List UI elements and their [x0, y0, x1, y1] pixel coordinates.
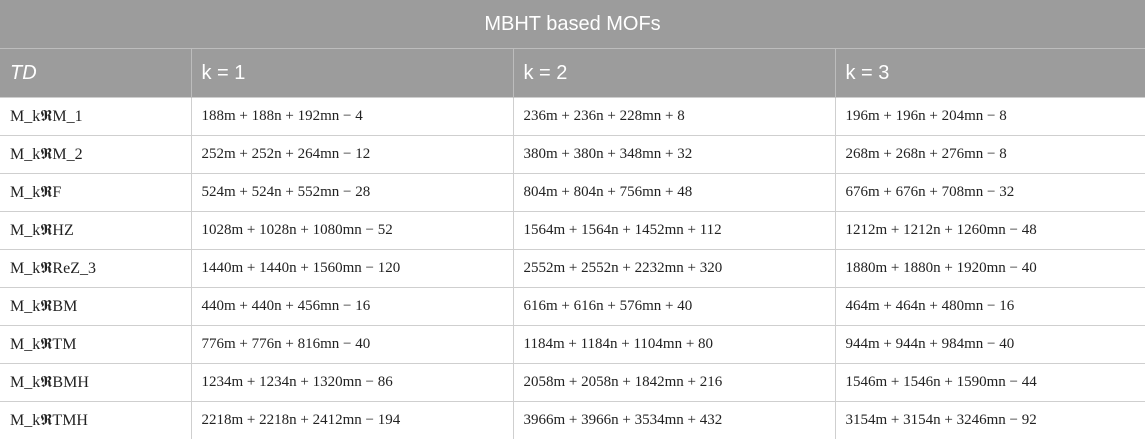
cell-k1: 524m + 524n + 552mn − 28 [190, 173, 514, 212]
cell-k2: 236m + 236n + 228mn + 8 [512, 97, 836, 136]
row-label: M_k𝕽HZ [0, 211, 192, 250]
table-title: MBHT based MOFs [0, 0, 1145, 49]
cell-k3: 676m + 676n + 708mn − 32 [834, 173, 1145, 212]
row-label: M_k𝕽M_1 [0, 97, 192, 136]
cell-k2: 1184m + 1184n + 1104mn + 80 [512, 325, 836, 364]
column-header-k1: k = 1 [190, 48, 513, 98]
column-header-td: TD [0, 48, 191, 98]
cell-k1: 1028m + 1028n + 1080mn − 52 [190, 211, 514, 250]
cell-k3: 1212m + 1212n + 1260mn − 48 [834, 211, 1145, 250]
row-label: M_k𝕽ReZ_3 [0, 249, 192, 288]
cell-k2: 2058m + 2058n + 1842mn + 216 [512, 363, 836, 402]
row-label: M_k𝕽F [0, 173, 192, 212]
cell-k3: 1546m + 1546n + 1590mn − 44 [834, 363, 1145, 402]
header-row: TD k = 1 k = 2 k = 3 [0, 48, 1145, 98]
row-label: M_k𝕽M_2 [0, 135, 192, 174]
cell-k3: 3154m + 3154n + 3246mn − 92 [834, 401, 1145, 439]
row-label: M_k𝕽BM [0, 287, 192, 326]
table-row: M_k𝕽F 524m + 524n + 552mn − 28 804m + 80… [0, 173, 1145, 212]
cell-k3: 944m + 944n + 984mn − 40 [834, 325, 1145, 364]
cell-k3: 464m + 464n + 480mn − 16 [834, 287, 1145, 326]
row-label: M_k𝕽BMH [0, 363, 192, 402]
row-label: M_k𝕽TM [0, 325, 192, 364]
column-header-k3: k = 3 [834, 48, 1145, 98]
table-row: M_k𝕽M_1 188m + 188n + 192mn − 4 236m + 2… [0, 97, 1145, 136]
cell-k1: 440m + 440n + 456mn − 16 [190, 287, 514, 326]
title-row: MBHT based MOFs [0, 0, 1145, 49]
table-row: M_k𝕽ReZ_3 1440m + 1440n + 1560mn − 120 2… [0, 249, 1145, 288]
cell-k1: 2218m + 2218n + 2412mn − 194 [190, 401, 514, 439]
table-row: M_k𝕽BM 440m + 440n + 456mn − 16 616m + 6… [0, 287, 1145, 326]
cell-k1: 252m + 252n + 264mn − 12 [190, 135, 514, 174]
cell-k1: 776m + 776n + 816mn − 40 [190, 325, 514, 364]
table-row: M_k𝕽HZ 1028m + 1028n + 1080mn − 52 1564m… [0, 211, 1145, 250]
table-row: M_k𝕽BMH 1234m + 1234n + 1320mn − 86 2058… [0, 363, 1145, 402]
cell-k2: 3966m + 3966n + 3534mn + 432 [512, 401, 836, 439]
column-header-k2: k = 2 [512, 48, 835, 98]
cell-k2: 2552m + 2552n + 2232mn + 320 [512, 249, 836, 288]
cell-k3: 268m + 268n + 276mn − 8 [834, 135, 1145, 174]
cell-k2: 804m + 804n + 756mn + 48 [512, 173, 836, 212]
cell-k1: 1234m + 1234n + 1320mn − 86 [190, 363, 514, 402]
cell-k2: 616m + 616n + 576mn + 40 [512, 287, 836, 326]
cell-k2: 1564m + 1564n + 1452mn + 112 [512, 211, 836, 250]
table-row: M_k𝕽TMH 2218m + 2218n + 2412mn − 194 396… [0, 401, 1145, 439]
table-row: M_k𝕽M_2 252m + 252n + 264mn − 12 380m + … [0, 135, 1145, 174]
cell-k3: 1880m + 1880n + 1920mn − 40 [834, 249, 1145, 288]
row-label: M_k𝕽TMH [0, 401, 192, 439]
cell-k1: 188m + 188n + 192mn − 4 [190, 97, 514, 136]
cell-k2: 380m + 380n + 348mn + 32 [512, 135, 836, 174]
table-row: M_k𝕽TM 776m + 776n + 816mn − 40 1184m + … [0, 325, 1145, 364]
cell-k1: 1440m + 1440n + 1560mn − 120 [190, 249, 514, 288]
cell-k3: 196m + 196n + 204mn − 8 [834, 97, 1145, 136]
